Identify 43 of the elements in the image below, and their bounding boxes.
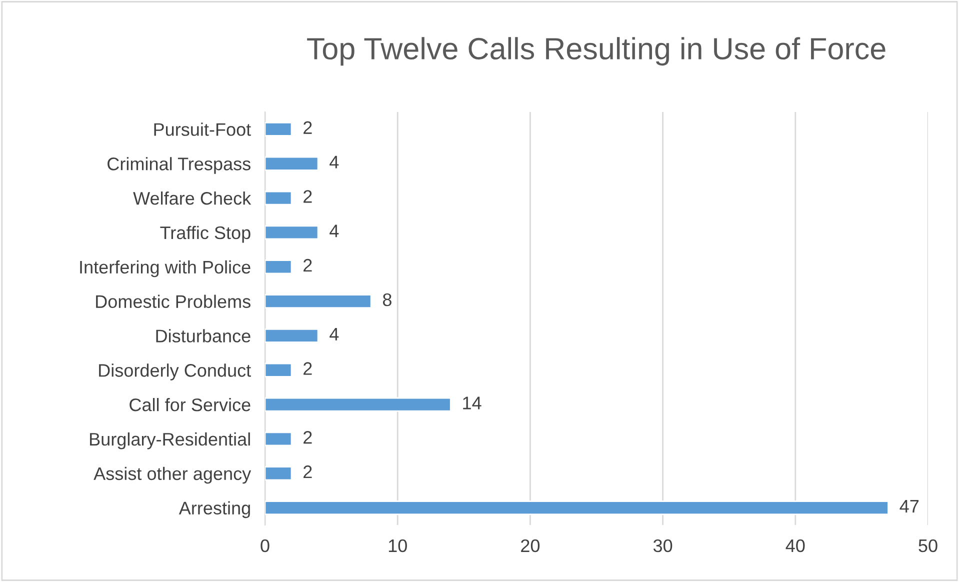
data-label: 2 xyxy=(304,431,312,444)
y-tick-label: Pursuit-Foot xyxy=(154,122,251,136)
bar xyxy=(265,156,319,171)
bar xyxy=(265,225,319,240)
bar xyxy=(265,466,292,481)
x-tick-label: 20 xyxy=(521,539,540,552)
x-tick-label: 40 xyxy=(786,539,805,552)
x-tick-label: 50 xyxy=(918,539,938,552)
y-tick-label: Interfering with Police xyxy=(80,260,250,278)
data-label: 4 xyxy=(330,328,339,340)
data-label: 2 xyxy=(304,190,312,203)
data-label: 4 xyxy=(330,156,339,168)
y-tick-label: Traffic Stop xyxy=(160,226,250,243)
data-label: 2 xyxy=(304,121,312,134)
bar xyxy=(265,500,889,516)
x-tick-label: 30 xyxy=(653,539,672,552)
y-tick-label: Burglary-Residential xyxy=(90,432,250,450)
x-tick-label: 10 xyxy=(388,539,407,552)
bar xyxy=(265,260,292,274)
y-tick-label: Criminal Trespass xyxy=(108,157,250,174)
data-label: 2 xyxy=(304,258,312,272)
bar xyxy=(265,122,292,136)
y-tick-label: Assist other agency xyxy=(94,466,252,484)
data-label: 4 xyxy=(330,224,339,238)
bar xyxy=(265,328,319,343)
data-label: 8 xyxy=(382,293,392,306)
data-label: 14 xyxy=(463,396,482,410)
y-tick-label: Disorderly Conduct xyxy=(99,364,251,380)
bar xyxy=(265,432,292,446)
bar xyxy=(265,362,292,378)
y-tick-label: Welfare Check xyxy=(133,192,252,205)
y-tick-label: Disturbance xyxy=(156,329,250,342)
data-label: 47 xyxy=(900,500,919,512)
data-label: 2 xyxy=(304,362,312,375)
bar xyxy=(265,190,292,206)
chart-title: Top Twelve Calls Resulting in Use of Force xyxy=(307,37,886,66)
bar xyxy=(265,397,452,412)
data-label: 2 xyxy=(304,465,312,478)
bar xyxy=(265,294,372,309)
y-tick-label: Domestic Problems xyxy=(96,294,250,308)
x-tick-label: 0 xyxy=(260,539,270,552)
y-tick-label: Arresting xyxy=(178,501,250,518)
y-tick-label: Call for Service xyxy=(130,398,250,412)
